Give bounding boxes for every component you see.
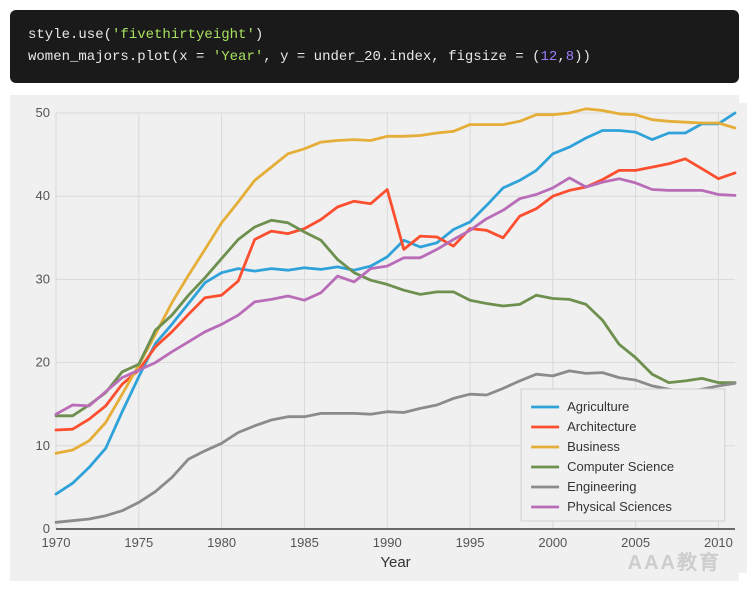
legend-label: Physical Sciences [567,499,672,514]
code-fn: style.use( [28,27,112,43]
code-number: 12 [541,49,558,65]
legend-label: Computer Science [567,459,674,474]
code-punct: )) [574,49,591,65]
code-comma: , [557,49,565,65]
code-text: , y = under_20.index, figsize = ( [263,49,540,65]
x-tick-label: 1985 [290,535,319,550]
x-axis-label: Year [380,554,410,571]
y-tick-label: 50 [36,105,50,120]
legend-label: Agriculture [567,399,629,414]
code-line-1: style.use('fivethirtyeight') [28,24,721,46]
code-punct: ) [255,27,263,43]
y-tick-label: 10 [36,438,50,453]
x-tick-label: 2000 [538,535,567,550]
code-string: 'fivethirtyeight' [112,27,255,43]
x-tick-label: 1995 [456,535,485,550]
legend-label: Business [567,439,620,454]
code-string: 'Year' [213,49,263,65]
code-block: style.use('fivethirtyeight') women_major… [10,10,739,83]
code-fn: women_majors.plot(x = [28,49,213,65]
x-tick-label: 2010 [704,535,733,550]
y-tick-label: 40 [36,188,50,203]
x-tick-label: 2005 [621,535,650,550]
legend-label: Engineering [567,479,636,494]
y-tick-label: 0 [43,521,50,536]
line-chart: 0 10 20 30 40 50 1970 1975 1980 1985 1990 1995 2000 2… [18,103,747,573]
code-number: 8 [566,49,574,65]
legend-label: Architecture [567,419,636,434]
x-tick-label: 1970 [42,535,71,550]
x-tick-label: 1975 [124,535,153,550]
x-tick-label: 1980 [207,535,236,550]
chart-container: 0 10 20 30 40 50 1970 1975 1980 1985 1990 1995 2000 2… [10,95,739,581]
y-tick-label: 20 [36,354,50,369]
y-tick-label: 30 [36,271,50,286]
code-line-2: women_majors.plot(x = 'Year', y = under_… [28,46,721,68]
x-tick-label: 1990 [373,535,402,550]
legend: Agriculture Architecture Business Computer … [521,389,725,521]
